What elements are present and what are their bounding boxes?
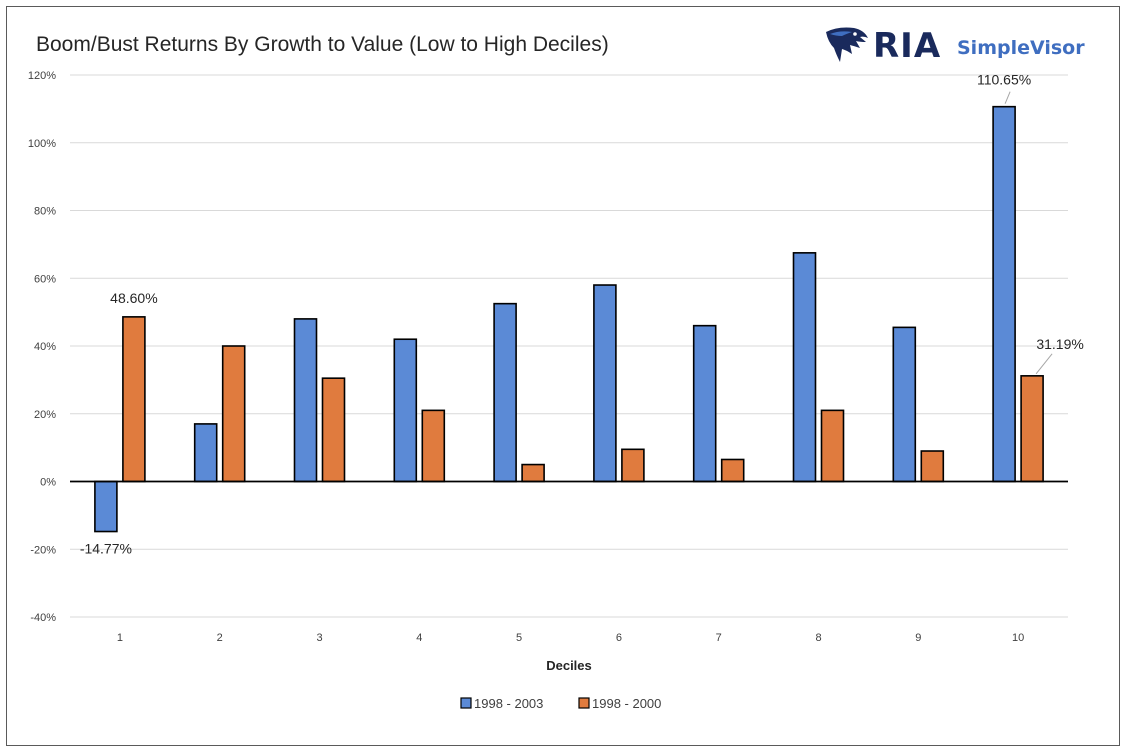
bar-series1 — [193, 423, 218, 483]
bar-series2 — [820, 409, 845, 483]
bar-series1 — [393, 338, 418, 483]
y-tick-label: 40% — [34, 341, 56, 353]
legend-swatch-1 — [460, 697, 472, 709]
bar-series1 — [593, 284, 617, 483]
legend-swatch-2 — [578, 697, 590, 709]
leader-line — [1035, 353, 1053, 375]
x-tick-label: 4 — [416, 632, 422, 644]
logo-ria: RIA — [873, 26, 942, 66]
eagle-head-icon — [826, 27, 868, 62]
bar-series1 — [792, 252, 817, 483]
bar-series2 — [720, 458, 745, 483]
x-tick-label: 1 — [117, 632, 123, 644]
x-tick-label: 5 — [516, 632, 522, 644]
legend-label-1: 1998 - 2003 — [474, 696, 543, 711]
chart-title: Boom/Bust Returns By Growth to Value (Lo… — [36, 33, 609, 56]
y-tick-label: -20% — [30, 544, 56, 556]
data-label: -14.77% — [80, 541, 132, 557]
bar-series1 — [992, 105, 1016, 483]
data-label: 31.19% — [1036, 336, 1083, 352]
y-tick-label: 120% — [28, 70, 56, 82]
x-tick-label: 2 — [217, 632, 223, 644]
legend-label-2: 1998 - 2000 — [592, 696, 661, 711]
bar-series2 — [321, 377, 346, 483]
x-tick-label: 3 — [316, 632, 322, 644]
x-tick-label: 7 — [716, 632, 722, 644]
bar-series2 — [621, 448, 645, 483]
y-tick-label: -40% — [30, 612, 56, 624]
y-tick-label: 100% — [28, 138, 56, 150]
x-tick-label: 10 — [1012, 632, 1024, 644]
x-tick-label: 9 — [915, 632, 921, 644]
data-label: 48.60% — [110, 290, 157, 306]
chart-frame — [6, 6, 1120, 746]
y-tick-label: 20% — [34, 409, 56, 421]
bar-series2 — [1020, 375, 1044, 483]
x-tick-label: 6 — [616, 632, 622, 644]
bar-series1 — [692, 324, 717, 483]
logo: RIA SimpleVisor — [824, 24, 1094, 68]
y-tick-label: 80% — [34, 206, 56, 218]
x-tick-label: 8 — [815, 632, 821, 644]
bar-series2 — [421, 409, 446, 483]
bar-series2 — [221, 345, 246, 483]
y-tick-label: 60% — [34, 273, 56, 285]
x-axis-title: Deciles — [546, 658, 592, 673]
data-label: 110.65% — [977, 72, 1031, 88]
bar-series2 — [920, 450, 945, 483]
logo-simplevisor: SimpleVisor — [957, 37, 1085, 59]
y-tick-label: 0% — [40, 477, 56, 489]
bar-series1 — [493, 302, 517, 483]
bar-series1 — [94, 480, 118, 533]
bar-series2 — [521, 463, 545, 483]
bar-series1 — [892, 326, 917, 483]
leader-line — [1004, 91, 1011, 104]
bar-series2 — [122, 316, 146, 483]
bar-series1 — [293, 318, 318, 483]
